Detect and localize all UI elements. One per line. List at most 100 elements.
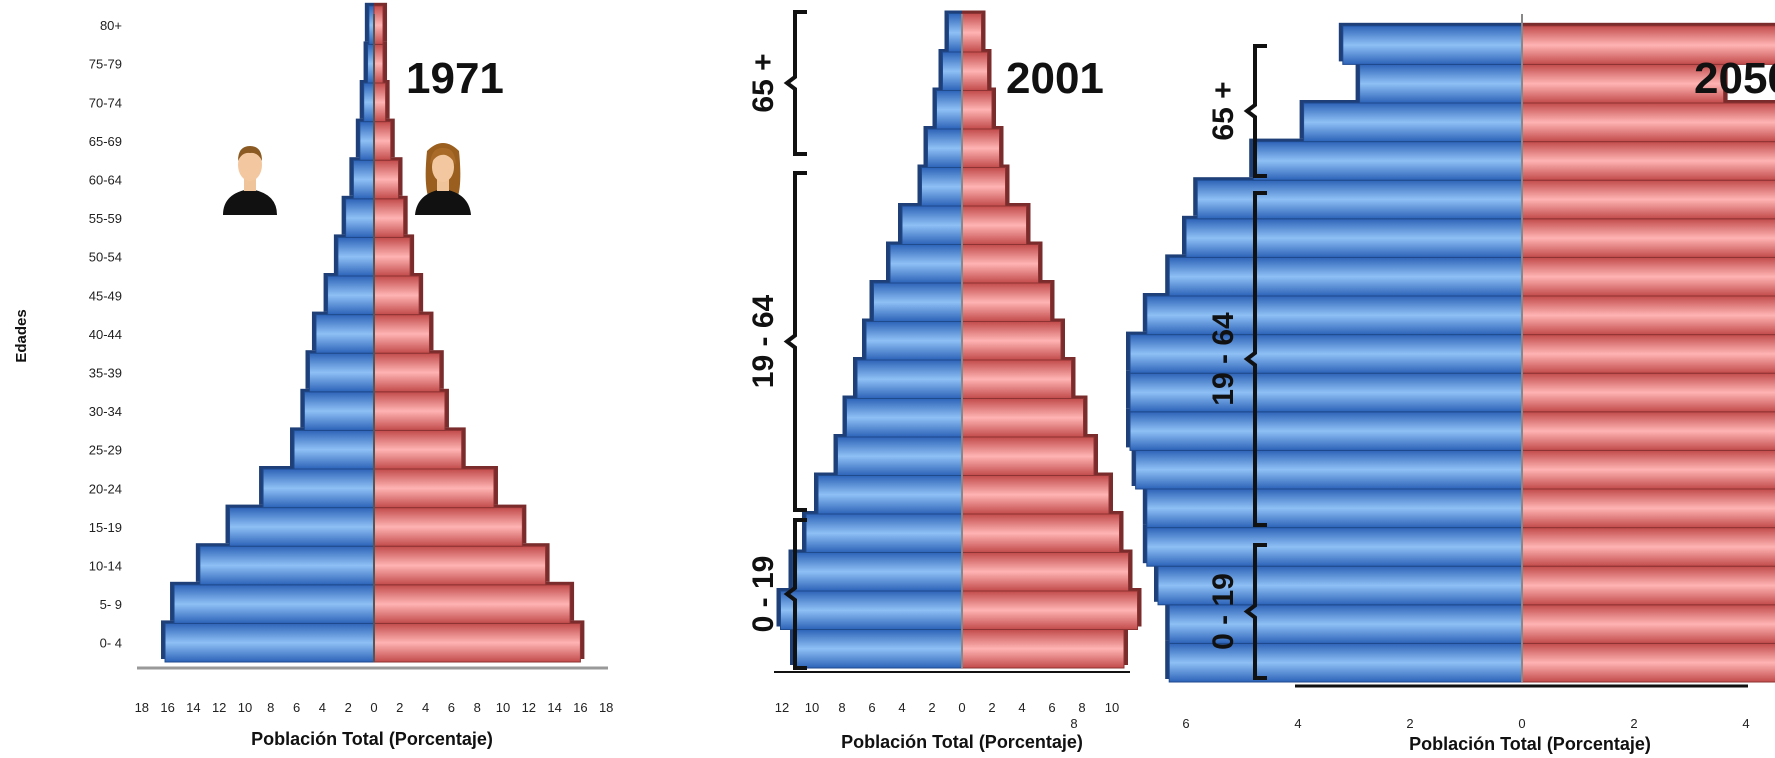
x-tick-label: 8	[1070, 716, 1077, 731]
bar-female	[1521, 179, 1775, 220]
bar-female	[373, 121, 392, 161]
bar-male	[837, 436, 963, 476]
bar-male	[805, 513, 963, 553]
x-ticks-1971: 18 16 14 12 10 8 6 4 2 0 2 4 6 8 10 12 14 16 18	[135, 700, 614, 715]
bar-female	[961, 359, 1072, 399]
bar-female	[1521, 372, 1775, 413]
x-tick-label: 10	[1105, 700, 1119, 715]
bar-male	[1135, 449, 1523, 490]
age-label: 20-24	[89, 481, 122, 496]
x-tick-label: 4	[1294, 716, 1301, 731]
x-axis-title-2001: Población Total (Porcentaje)	[841, 732, 1083, 752]
bar-female	[373, 275, 420, 316]
bar-male	[1129, 334, 1523, 374]
x-tick-label: 10	[496, 700, 510, 715]
pyramid-1971: 0- 45- 910-1415-1920-2425-2930-3435-3940…	[89, 2, 614, 749]
bar-female	[961, 51, 988, 91]
bar-female	[373, 82, 387, 123]
age-group-label: 65 +	[1207, 81, 1240, 140]
bar-male	[359, 121, 375, 161]
age-label: 50-54	[89, 250, 122, 265]
x-tick-label: 12	[522, 700, 536, 715]
bar-female	[373, 352, 441, 393]
bar-male	[873, 282, 963, 322]
bar-female	[373, 429, 463, 470]
bar-female	[1521, 411, 1775, 451]
x-axis-title-2050: Población Total (Porcentaje)	[1409, 734, 1651, 754]
bar-female	[373, 468, 495, 509]
bar-female	[1521, 141, 1775, 181]
bar-female	[1521, 295, 1775, 336]
x-tick-label: 6	[1182, 716, 1189, 731]
bar-male	[1196, 179, 1523, 220]
bar-female	[961, 590, 1138, 630]
female-icon	[415, 143, 471, 215]
bar-male	[921, 167, 963, 207]
age-label: 30-34	[89, 404, 122, 419]
age-label: 0- 4	[100, 636, 122, 651]
age-group-brace	[1243, 191, 1267, 527]
x-tick-label: 6	[868, 700, 875, 715]
x-tick-label: 6	[448, 700, 455, 715]
bars-1971	[161, 2, 585, 663]
bar-male	[1146, 527, 1523, 567]
x-ticks-2001: 12 10 8 6 4 2 0 2 4 6 8 10	[775, 700, 1119, 715]
bar-male	[1168, 604, 1523, 644]
x-tick-label: 8	[838, 700, 845, 715]
male-icon	[223, 146, 277, 215]
bar-female	[373, 236, 411, 277]
bar-female	[1521, 256, 1775, 297]
bar-female	[961, 321, 1062, 361]
bar-male	[345, 198, 375, 238]
bar-female	[1521, 63, 1725, 104]
age-label: 40-44	[89, 327, 122, 342]
x-tick-label: 0	[1518, 716, 1525, 731]
age-label: 25-29	[89, 443, 122, 458]
bar-male	[927, 128, 963, 168]
bar-female	[1521, 102, 1775, 143]
bar-female	[961, 513, 1120, 553]
age-labels-1971: 0- 4 5- 9 10-14 15-19 20-24 25-29 30-34 35-39 40…	[89, 18, 122, 651]
x-tick-label: 14	[186, 700, 200, 715]
bar-male	[1342, 25, 1523, 65]
bar-female	[961, 90, 993, 130]
age-label: 5- 9	[100, 597, 122, 612]
bar-male	[942, 51, 963, 91]
bar-male	[229, 507, 375, 547]
x-tick-label: 6	[293, 700, 300, 715]
bar-female	[961, 244, 1039, 284]
x-tick-label: 8	[1078, 700, 1085, 715]
age-group-label: 19 - 64	[1207, 312, 1240, 406]
bar-female	[961, 167, 1006, 207]
bar-female	[961, 282, 1051, 322]
bar-male	[352, 159, 375, 200]
x-tick-label: 12	[775, 700, 789, 715]
bar-female	[373, 584, 571, 624]
x-tick-label: 2	[988, 700, 995, 715]
bar-male	[889, 244, 963, 284]
bar-female	[373, 314, 430, 354]
age-groups-2001: 0 - 19 19 - 64 65 +	[747, 10, 807, 670]
bar-male	[936, 90, 963, 130]
age-label: 55-59	[89, 211, 122, 226]
x-tick-label: 18	[599, 700, 613, 715]
bar-female	[373, 622, 581, 663]
bar-male	[1252, 141, 1523, 181]
bar-female	[1521, 449, 1775, 490]
bar-female	[961, 128, 1000, 168]
bar-male	[793, 629, 963, 669]
age-label: 35-39	[89, 366, 122, 381]
bar-female	[961, 629, 1125, 669]
x-tick-label: 4	[422, 700, 429, 715]
bar-male	[1303, 102, 1523, 143]
age-group-brace	[783, 10, 807, 156]
age-group-label: 19 - 64	[747, 294, 780, 388]
age-groups-2050: 0 - 19 19 - 64 65 +	[1207, 44, 1267, 680]
x-tick-label: 2	[1406, 716, 1413, 731]
bar-female	[961, 475, 1110, 515]
bar-male	[1146, 295, 1523, 336]
bar-female	[373, 507, 523, 547]
bar-male	[199, 545, 375, 586]
